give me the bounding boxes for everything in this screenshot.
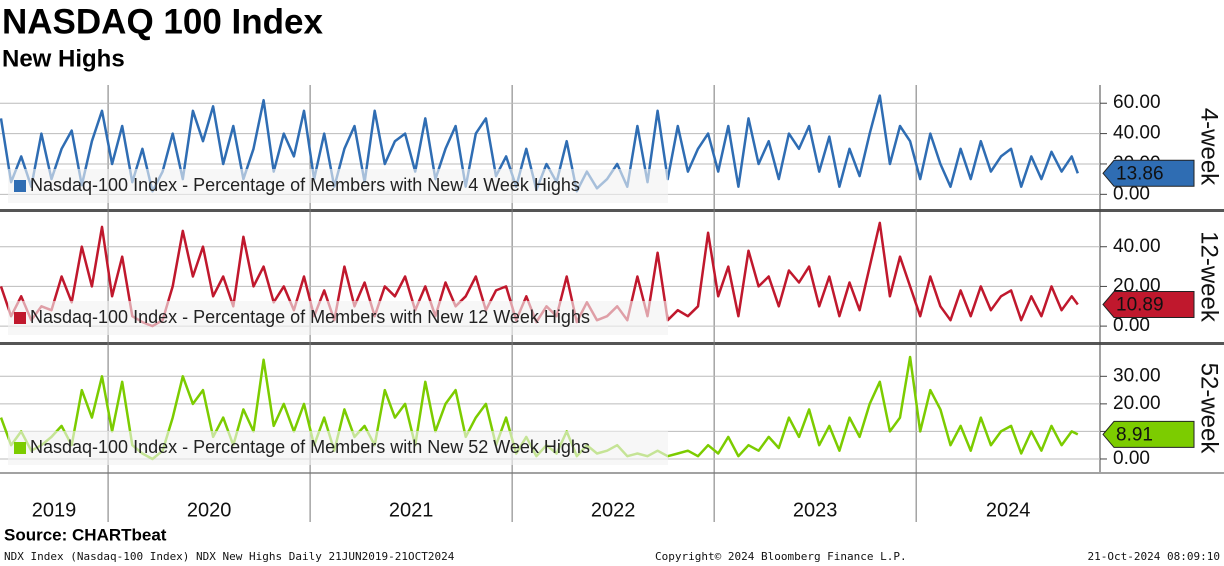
footer-center: Copyright© 2024 Bloomberg Finance L.P. — [655, 550, 907, 563]
source: Source: CHARTbeat — [4, 525, 167, 544]
panel-separator — [0, 342, 1224, 345]
last-value-label: 8.91 — [1116, 424, 1153, 445]
panel-separator — [0, 209, 1224, 212]
legend-label: Nasdaq-100 Index - Percentage of Members… — [30, 175, 580, 195]
year-label: 2020 — [187, 499, 232, 521]
y-tick-label: 0.00 — [1113, 315, 1150, 336]
y-tick-label: 30.00 — [1113, 365, 1161, 386]
y-tick-label: 0.00 — [1113, 448, 1150, 469]
y-tick-label: 0.00 — [1113, 183, 1150, 204]
chart-title: NASDAQ 100 Index — [2, 2, 323, 41]
year-label: 2022 — [591, 499, 636, 521]
year-label: 2024 — [986, 499, 1031, 521]
y-tick-label: 20.00 — [1113, 393, 1161, 414]
y-tick-label: 40.00 — [1113, 236, 1161, 257]
year-label: 2021 — [389, 499, 434, 521]
year-label: 2019 — [32, 499, 77, 521]
legend-label: Nasdaq-100 Index - Percentage of Members… — [30, 307, 590, 327]
panel-label: 12-week — [1196, 231, 1223, 323]
legend-swatch — [14, 312, 26, 324]
legend-background — [8, 301, 668, 335]
panel-label: 4-week — [1196, 108, 1223, 186]
footer-left: NDX Index (Nasdaq-100 Index) NDX New Hig… — [4, 550, 455, 563]
legend-label: Nasdaq-100 Index - Percentage of Members… — [30, 437, 590, 457]
last-value-label: 13.86 — [1116, 163, 1164, 184]
y-tick-label: 60.00 — [1113, 92, 1161, 113]
last-value-box — [1102, 159, 1195, 187]
last-value-box — [1102, 420, 1195, 448]
legend-background — [8, 431, 668, 465]
y-tick-label: 40.00 — [1113, 123, 1161, 144]
legend-swatch — [14, 180, 26, 192]
legend-background — [8, 169, 668, 203]
legend-swatch — [14, 442, 26, 454]
last-value-label: 10.89 — [1116, 295, 1164, 316]
year-label: 2023 — [793, 499, 838, 521]
panel-label: 52-week — [1196, 363, 1223, 455]
footer-right: 21-Oct-2024 08:09:10 — [1088, 550, 1220, 563]
last-value-box — [1102, 290, 1195, 318]
chart-subtitle: New Highs — [2, 45, 125, 72]
